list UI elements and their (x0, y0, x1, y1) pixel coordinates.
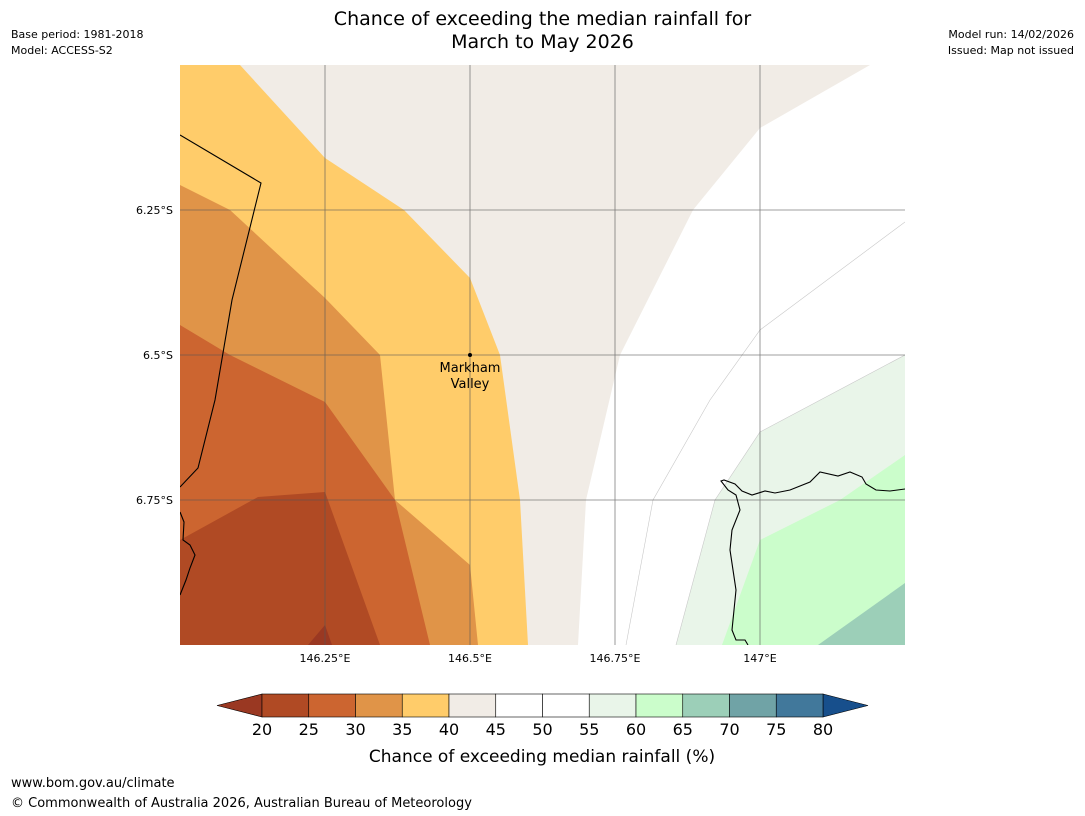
lat-label-6-25: 6.25°S (136, 204, 173, 217)
colorbar-segment (542, 693, 590, 718)
contour-line (625, 221, 905, 645)
colorbar-segment (588, 693, 637, 718)
colorbar-segment (355, 693, 403, 718)
colorbar-tick-label: 20 (252, 720, 272, 739)
colorbar-tick-label: 40 (439, 720, 459, 739)
colorbar-segment (448, 693, 497, 718)
footer-url: www.bom.gov.au/climate (11, 776, 175, 791)
lat-label-6-5: 6.5°S (143, 349, 173, 362)
colorbar-segment (401, 693, 450, 718)
colorbar-tick-label: 30 (345, 720, 365, 739)
footer-copyright: © Commonwealth of Australia 2026, Austra… (11, 796, 472, 811)
colorbar-segment (682, 693, 730, 718)
band-65-70 (818, 583, 905, 645)
colorbar-tick-label: 55 (579, 720, 599, 739)
lat-label-6-75: 6.75°S (136, 494, 173, 507)
province-boundary (180, 134, 262, 488)
colorbar-segment (308, 693, 356, 718)
lon-label-146-25: 146.25°E (300, 652, 351, 665)
title-line-2: March to May 2026 (451, 31, 634, 53)
title-line-1: Chance of exceeding the median rainfall … (333, 8, 752, 30)
lon-label-146-5: 146.5°E (448, 652, 492, 665)
colorbar-tick-label: 75 (766, 720, 786, 739)
colorbar-tick-label: 45 (486, 720, 506, 739)
base-period: Base period: 1981-2018 (11, 28, 144, 41)
coastline (720, 471, 905, 645)
run-info: Model run: 14/02/2026 Issued: Map not is… (948, 27, 1074, 59)
place-name-line-1: Markham (440, 361, 501, 376)
colorbar: 20 25 30 35 40 45 50 55 60 65 70 75 80 Chance of exc… (216, 693, 869, 767)
band-below-20 (308, 625, 332, 645)
colorbar-tick-label: 60 (626, 720, 646, 739)
colorbar-title: Chance of exceeding median rainfall (%) (369, 747, 715, 767)
rainfall-map: Markham Valley (180, 65, 905, 645)
issued-status: Issued: Map not issued (947, 44, 1074, 57)
model-run: Model run: 14/02/2026 (948, 28, 1074, 41)
colorbar-segment (729, 693, 777, 718)
colorbar-over-arrow (822, 693, 869, 718)
colorbar-tick-label: 50 (532, 720, 552, 739)
colorbar-tick-label: 80 (813, 720, 833, 739)
band-20-25 (180, 492, 380, 645)
coastline-west (180, 511, 196, 596)
model-name: Model: ACCESS-S2 (11, 44, 113, 57)
graticule (180, 65, 905, 645)
lon-label-147: 147°E (743, 652, 776, 665)
colorbar-segment (635, 693, 684, 718)
colorbar-tick-label: 35 (392, 720, 412, 739)
map-title: Chance of exceeding the median rainfall … (0, 8, 1085, 54)
colorbar-under-arrow (216, 693, 263, 718)
colorbar-tick-label: 70 (719, 720, 739, 739)
band-60-65 (722, 455, 905, 645)
contour-line (675, 354, 905, 645)
model-info: Base period: 1981-2018 Model: ACCESS-S2 (11, 27, 143, 59)
place-name-line-2: Valley (451, 377, 490, 392)
markham-valley-marker (468, 353, 472, 357)
colorbar-tick-label: 25 (299, 720, 319, 739)
colorbar-segment (775, 693, 824, 718)
colorbar-tick-label: 65 (673, 720, 693, 739)
colorbar-segment (495, 693, 543, 718)
colorbar-segment (261, 693, 310, 718)
lon-label-146-75: 146.75°E (590, 652, 641, 665)
